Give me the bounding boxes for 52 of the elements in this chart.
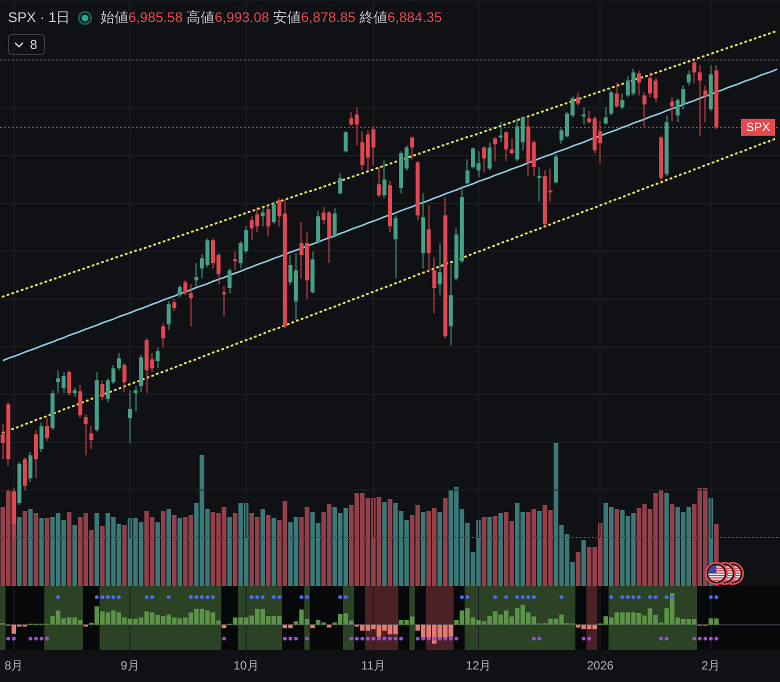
bar <box>260 508 266 586</box>
bar <box>664 492 669 586</box>
bar <box>388 499 392 586</box>
toggle-button: 8 <box>8 34 46 55</box>
bar <box>310 624 315 628</box>
candlestick <box>498 122 503 142</box>
bar <box>39 518 44 586</box>
bar <box>100 526 105 586</box>
bar <box>576 552 580 586</box>
bar <box>498 512 503 586</box>
bar <box>670 504 674 586</box>
bar <box>482 517 486 586</box>
bar <box>72 524 77 586</box>
chart-subtitle: 始値6,985.58 高値6,993.08 安値6,878.85 終値6,884.35 <box>100 8 442 24</box>
bar <box>166 508 171 586</box>
chart-title: SPX · 1日 <box>8 8 70 26</box>
bar <box>22 510 28 586</box>
x-tick-label: 8月 <box>4 658 24 673</box>
bar <box>581 540 586 586</box>
bar <box>492 516 498 586</box>
bar <box>160 510 166 586</box>
bar <box>272 518 276 586</box>
bar <box>266 515 271 586</box>
bar <box>155 522 160 586</box>
bar <box>34 512 38 586</box>
x-tick-label: 2026 <box>586 658 614 673</box>
bar <box>17 517 22 586</box>
bar <box>232 512 238 586</box>
x-tick-label: 10月 <box>233 658 259 673</box>
bar <box>326 624 332 628</box>
bar <box>443 498 448 586</box>
bar <box>382 502 387 586</box>
bar <box>614 508 620 586</box>
bar <box>438 512 442 586</box>
bar <box>222 624 226 628</box>
ref-line-label: SPX <box>746 120 770 134</box>
candlestick <box>537 167 542 202</box>
bar <box>487 517 492 586</box>
bar <box>420 512 426 586</box>
bar <box>44 518 50 586</box>
x-tick-label: 2月 <box>702 658 720 673</box>
bar <box>122 524 127 586</box>
bar <box>66 512 72 586</box>
bar <box>537 510 542 586</box>
bar <box>178 518 182 586</box>
bar <box>172 515 177 586</box>
bar <box>28 508 33 586</box>
x-tick-label: 12月 <box>466 658 492 673</box>
x-tick-label: 11月 <box>361 658 386 673</box>
bar <box>94 512 100 586</box>
x-tick-label: 9月 <box>120 658 140 673</box>
bar <box>227 517 232 586</box>
